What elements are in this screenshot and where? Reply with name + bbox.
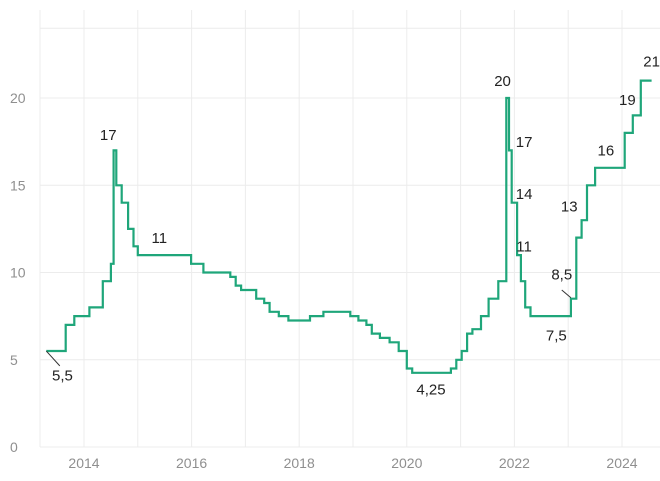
data-label: 4,25 <box>416 382 445 399</box>
horizontal-gridlines <box>40 27 660 448</box>
data-annotations: 17 11 5,5 4,25 20 17 14 11 8,5 7,5 13 16 19 21 <box>52 54 660 399</box>
data-label: 19 <box>619 92 636 109</box>
y-tick-label: 10 <box>10 265 26 281</box>
y-tick-label: 0 <box>10 439 18 455</box>
data-label: 11 <box>516 239 532 256</box>
data-label: 14 <box>516 186 533 203</box>
series-line <box>46 79 652 374</box>
x-tick-label: 2020 <box>391 455 422 471</box>
annotation-leader-lines <box>45 289 572 367</box>
x-tick-label: 2018 <box>284 455 315 471</box>
data-label: 21 <box>643 54 660 71</box>
data-label: 11 <box>152 230 168 247</box>
data-label: 16 <box>598 143 615 160</box>
data-label: 7,5 <box>546 328 567 345</box>
y-tick-label: 20 <box>10 90 26 106</box>
y-tick-label: 15 <box>10 177 26 193</box>
leader-line <box>561 289 572 299</box>
data-label: 5,5 <box>52 368 73 385</box>
vertical-gridlines <box>39 10 623 447</box>
data-label: 17 <box>100 127 117 144</box>
series-group <box>46 79 652 374</box>
x-tick-label: 2016 <box>176 455 207 471</box>
x-axis-tick-labels: 2014 2016 2018 2020 2022 2024 <box>68 455 637 471</box>
x-tick-label: 2014 <box>68 455 99 471</box>
data-label: 17 <box>516 134 533 151</box>
x-tick-label: 2024 <box>606 455 637 471</box>
data-label: 20 <box>494 73 511 90</box>
y-tick-label: 5 <box>10 352 18 368</box>
data-label: 8,5 <box>551 266 572 283</box>
data-label: 13 <box>561 198 578 215</box>
x-tick-label: 2022 <box>499 455 530 471</box>
leader-line <box>45 350 61 367</box>
y-axis-tick-labels: 0 5 10 15 20 <box>10 90 26 455</box>
